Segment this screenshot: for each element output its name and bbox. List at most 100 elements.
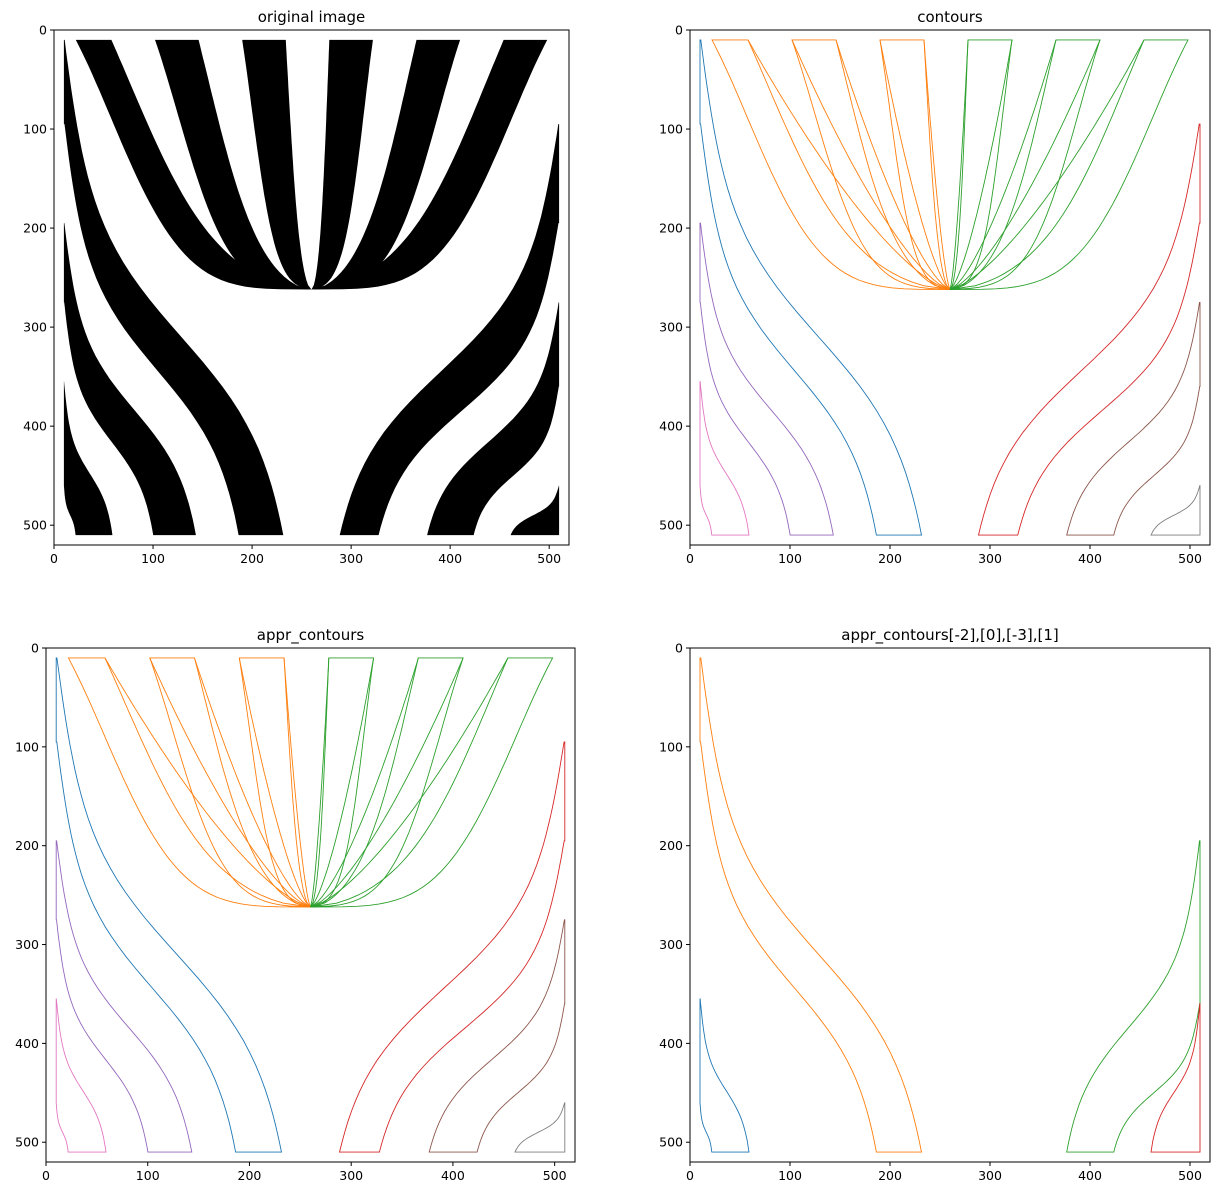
panel-title: appr_contours	[257, 626, 365, 645]
contour-line	[699, 998, 750, 1153]
y-tick-label: 300	[23, 320, 47, 335]
contour-line	[238, 657, 312, 908]
stripe	[427, 302, 560, 536]
contour-line	[283, 657, 311, 908]
y-tick-label: 200	[23, 221, 47, 236]
x-tick-label: 0	[686, 1168, 694, 1183]
x-tick-label: 300	[978, 1168, 1002, 1183]
x-tick-label: 300	[339, 1168, 363, 1183]
y-tick-label: 500	[15, 1135, 39, 1150]
panel-3: 0 100 200 300 400 500 0 100 200 300 400 500 appr_con…	[15, 626, 576, 1183]
contour-line	[194, 657, 311, 908]
y-tick-label: 400	[659, 1036, 683, 1051]
x-tick-label: 0	[686, 551, 694, 566]
contour-line	[55, 657, 283, 1153]
contour-line	[309, 657, 375, 908]
contour-line	[699, 381, 750, 536]
x-tick-label: 400	[441, 1168, 465, 1183]
x-tick-label: 300	[339, 551, 363, 566]
x-tick-label: 200	[878, 1168, 902, 1183]
x-tick-label: 200	[878, 551, 902, 566]
contour-line	[310, 657, 464, 908]
contour-line	[747, 39, 951, 290]
x-tick-label: 100	[136, 1168, 160, 1183]
y-tick-label: 0	[675, 641, 683, 656]
contour-line	[879, 39, 951, 290]
axes-frame	[53, 29, 570, 546]
contour-line	[55, 998, 107, 1153]
y-tick-label: 400	[15, 1036, 39, 1051]
y-tick-label: 0	[31, 641, 39, 656]
contour-line	[238, 657, 311, 908]
contour-line	[949, 39, 1145, 290]
y-tick-label: 300	[659, 937, 683, 952]
contour-line	[67, 657, 311, 908]
plot-area	[699, 657, 1201, 1153]
y-tick-label: 100	[15, 739, 39, 754]
y-tick-label: 500	[23, 518, 47, 533]
panel-2: 0 100 200 300 400 500 0 100 200 300 400 500 contours	[659, 8, 1211, 566]
y-tick-label: 300	[15, 937, 39, 952]
stripe	[510, 485, 560, 536]
contour-line	[791, 39, 951, 290]
y-tick-label: 200	[659, 838, 683, 853]
contour-line	[699, 222, 834, 536]
x-tick-label: 200	[240, 551, 264, 566]
contour-line	[104, 657, 311, 908]
stripe	[63, 381, 113, 536]
contour-line	[699, 657, 923, 1153]
contour-line	[949, 39, 1101, 290]
x-tick-label: 400	[1078, 1168, 1102, 1183]
contour-line	[310, 657, 464, 908]
stripe	[75, 39, 312, 290]
y-tick-label: 300	[659, 320, 683, 335]
contour-line	[310, 657, 554, 908]
x-tick-label: 500	[543, 1168, 567, 1183]
contour-line	[699, 39, 923, 536]
contour-line	[310, 657, 375, 908]
contour-line	[791, 39, 951, 290]
contour-line	[149, 657, 311, 908]
y-tick-label: 0	[39, 23, 47, 38]
contour-line	[711, 39, 951, 290]
stripe	[311, 39, 548, 290]
contour-line	[428, 919, 566, 1153]
plot-area	[55, 657, 566, 1153]
contour-line	[949, 39, 969, 290]
contour-line	[949, 39, 1189, 290]
plot-area	[699, 39, 1201, 536]
contour-line	[923, 39, 951, 290]
y-tick-label: 200	[15, 838, 39, 853]
x-tick-label: 300	[978, 551, 1002, 566]
x-tick-label: 400	[1078, 551, 1102, 566]
x-tick-label: 0	[42, 1168, 50, 1183]
contour-line	[949, 39, 1057, 290]
contour-line	[835, 39, 951, 290]
contour-line	[1066, 301, 1201, 536]
stripe	[63, 223, 196, 536]
x-tick-label: 100	[141, 551, 165, 566]
y-tick-label: 200	[659, 221, 683, 236]
contour-line	[1150, 485, 1201, 536]
panel-4: 0 100 200 300 400 500 0 100 200 300 400 500 appr_con…	[659, 626, 1211, 1183]
contour-line	[879, 39, 952, 291]
y-tick-label: 100	[23, 122, 47, 137]
contour-line	[310, 657, 509, 908]
y-tick-label: 100	[659, 739, 683, 754]
y-tick-label: 500	[659, 1135, 683, 1150]
axes-frame	[45, 647, 576, 1163]
contour-line	[1150, 1003, 1201, 1153]
contour-line	[338, 741, 566, 1153]
stripe	[63, 39, 284, 536]
stripe	[311, 39, 373, 290]
panel-title: appr_contours[-2],[0],[-3],[1]	[841, 626, 1059, 645]
y-tick-label: 400	[659, 419, 683, 434]
x-tick-label: 500	[537, 551, 561, 566]
y-tick-label: 100	[659, 122, 683, 137]
y-tick-label: 400	[23, 419, 47, 434]
x-tick-label: 400	[438, 551, 462, 566]
panel-title: contours	[917, 8, 983, 26]
stripe	[311, 39, 461, 290]
axes-frame	[689, 647, 1211, 1163]
